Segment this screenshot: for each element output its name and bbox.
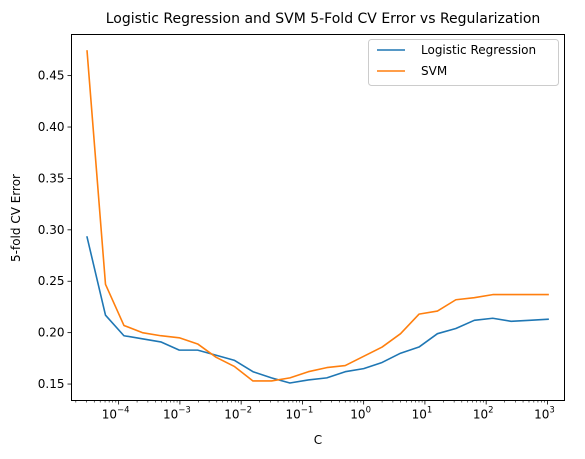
x-tick-label: 103 (534, 406, 555, 422)
y-tick-label: 0.35 (38, 171, 65, 185)
plot-frame (71, 34, 565, 401)
legend-label: SVM (421, 64, 447, 78)
x-tick-label: 10−1 (285, 406, 313, 422)
y-tick-label: 0.15 (38, 377, 65, 391)
y-tick-label: 0.30 (38, 223, 65, 237)
plot-area (86, 50, 549, 384)
series-line-1 (86, 50, 549, 382)
x-tick-label: 10−3 (163, 406, 191, 422)
y-tick-label: 0.25 (38, 274, 65, 288)
legend-box (368, 39, 559, 86)
x-axis-label: C (314, 433, 322, 447)
x-axis: 10−4 10−3 10−2 10−1 100 101 102 103 (75, 400, 555, 422)
chart-title: Logistic Regression and SVM 5-Fold CV Er… (106, 11, 541, 27)
series-line-0 (86, 236, 549, 384)
x-tick-label: 10−4 (102, 406, 130, 422)
y-tick-label: 0.40 (38, 120, 65, 134)
legend: Logistic Regression SVM (368, 39, 559, 86)
x-tick-label: 10−2 (224, 406, 252, 422)
x-tick-label: 102 (473, 406, 494, 422)
y-axis-label: 5-fold CV Error (9, 174, 23, 262)
y-axis: 0.15 0.20 0.25 0.30 0.35 0.40 0.45 (38, 69, 72, 391)
y-tick-label: 0.45 (38, 69, 65, 83)
y-tick-label: 0.20 (38, 326, 65, 340)
legend-label: Logistic Regression (421, 43, 536, 57)
x-tick-label: 100 (350, 406, 371, 422)
x-tick-label: 101 (412, 406, 433, 422)
